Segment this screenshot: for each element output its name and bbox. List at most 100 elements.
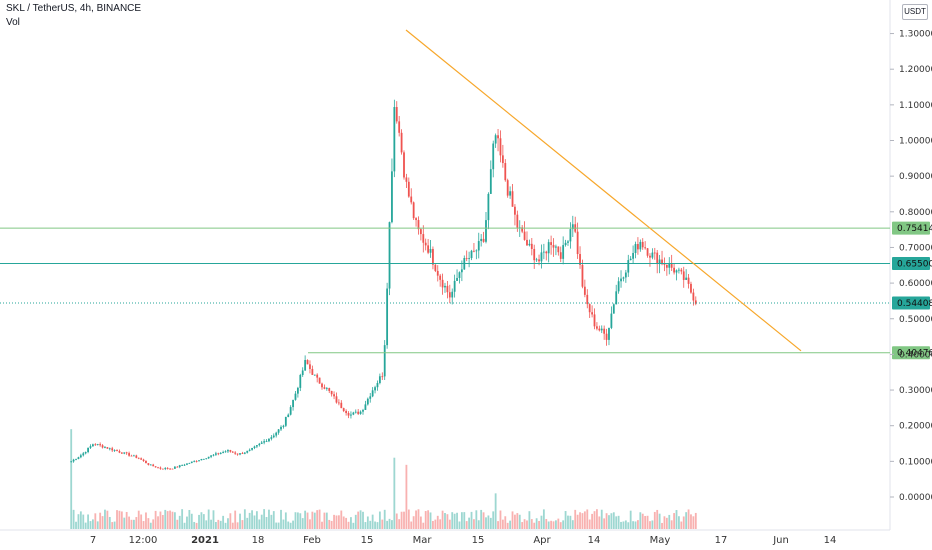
candle-body [415,218,417,221]
volume-bar [202,514,205,529]
candle-body [227,450,229,452]
candle-body [494,135,497,144]
volume-bar [415,510,417,529]
candle-body [270,437,273,439]
volume-bar [357,511,360,529]
candle-body [501,155,504,164]
candle-body [451,291,454,298]
candle-body [350,414,352,416]
candle-body [564,242,567,246]
currency-button[interactable]: USDT [902,4,928,20]
candle-body [591,312,594,315]
time-tick-label: 15 [472,535,485,546]
volume-bar [656,509,659,529]
volume-bar [501,519,504,529]
time-tick-label: 15 [361,535,374,546]
volume-bar [378,511,381,529]
volume-bar [391,520,393,529]
candle-body [603,328,606,334]
trendline-segment[interactable] [405,29,802,352]
volume-bar [678,516,680,529]
volume-bar [451,512,454,529]
volume-bar [540,515,543,529]
candle-body [306,359,309,365]
volume-bar [362,511,364,529]
candle-body [530,243,533,249]
candle-body [104,447,106,448]
volume-bar [258,519,261,529]
candle-body [135,455,138,458]
volume-bar [393,457,396,529]
candle-body [241,453,244,455]
volume-bar [644,516,647,529]
volume-bar [463,512,466,529]
volume-bar [173,512,176,529]
candle-body [627,260,630,273]
volume-bar [424,511,427,529]
candle-body [444,285,446,288]
volume-bar [161,514,164,529]
volume-bar [118,510,121,529]
candle-body [400,132,403,153]
volume-bar [217,519,220,529]
candle-body [632,252,634,259]
volume-bar [137,510,140,529]
candle-body [663,264,666,265]
candle-body [492,143,495,170]
volume-bar [620,521,622,529]
candle-body [579,254,581,265]
volume-bar [456,512,458,529]
candle-body [316,374,319,378]
candle-body [161,468,164,470]
volume-bar [504,516,507,529]
candle-body [395,107,398,122]
volume-bar [99,512,102,529]
candle-body [340,402,343,409]
time-axis[interactable]: 7 12:00 2021 18 Feb 15 Mar 15 Apr 14 May 17 Jun 14 [90,535,837,546]
volume-bar [470,511,473,529]
candle-body [687,277,690,284]
candle-body [504,163,507,181]
candle-body [87,447,89,453]
volume-bar [492,511,495,529]
candle-body [195,460,198,462]
candle-body [301,370,304,375]
volume-bar [446,514,449,529]
volume-bar [190,513,193,529]
volume-bar [337,515,340,529]
volume-bar [509,520,512,529]
candle-body [596,326,598,329]
volume-bar [552,521,555,529]
volume-bar [188,510,191,529]
candle-body [624,272,627,278]
candle-body [265,441,268,443]
candle-body [665,264,668,268]
volume-bar [316,510,319,529]
candle-body [427,245,430,253]
candle-body [116,450,118,452]
candle-body [277,429,280,433]
volume-bar [350,517,352,529]
volume-bar [111,522,114,529]
volume-bar [251,510,253,529]
candle-body [260,442,263,444]
volume-bar [140,514,143,529]
volume-bar [465,521,468,529]
trendline[interactable] [405,29,802,352]
candle-body [576,231,579,255]
volume-bar [166,511,169,529]
plot-area[interactable] [0,0,890,530]
candle-body [251,447,253,450]
volume-bar [253,515,256,529]
candle-body [89,446,92,448]
candle-body [456,277,458,281]
candle-body [393,107,396,172]
volume-bar [186,516,188,529]
volume-bar [634,521,637,529]
candle-body [284,416,287,426]
